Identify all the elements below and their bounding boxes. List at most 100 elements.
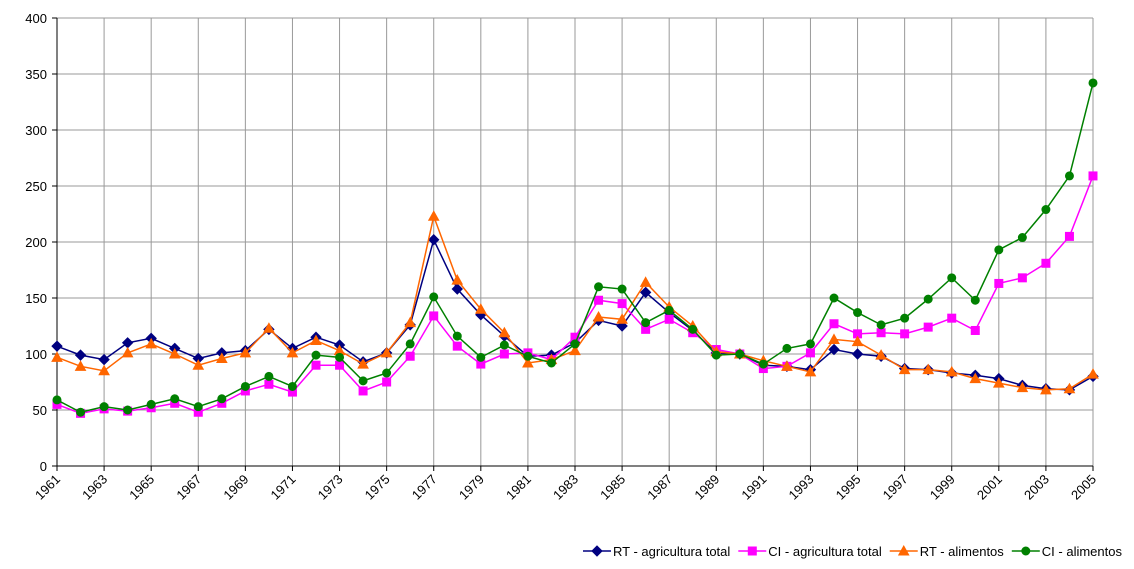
- marker: [74, 360, 87, 371]
- marker: [286, 346, 299, 358]
- marker: [145, 337, 158, 349]
- marker: [358, 376, 368, 386]
- x-tick-label: 1995: [833, 472, 864, 503]
- marker: [287, 381, 297, 391]
- marker: [851, 335, 864, 347]
- marker: [969, 372, 982, 384]
- x-tick-label: 1977: [409, 472, 440, 503]
- marker: [498, 326, 511, 338]
- marker: [923, 294, 933, 304]
- marker: [1064, 231, 1074, 241]
- marker: [970, 295, 980, 305]
- marker: [782, 343, 792, 353]
- marker: [851, 348, 864, 360]
- y-tick-label: 50: [33, 403, 47, 418]
- marker: [474, 303, 487, 314]
- marker: [1041, 258, 1051, 268]
- marker: [193, 402, 203, 412]
- marker: [1088, 171, 1098, 181]
- marker: [875, 349, 887, 360]
- marker: [99, 402, 109, 412]
- x-tick-label: 1979: [456, 472, 487, 503]
- marker: [688, 324, 698, 334]
- marker: [1021, 546, 1031, 556]
- x-tick-label: 1999: [927, 472, 958, 503]
- marker: [1064, 171, 1074, 181]
- x-tick-label: 1985: [597, 472, 628, 503]
- marker: [994, 245, 1004, 255]
- marker: [616, 313, 628, 324]
- marker: [594, 282, 604, 292]
- marker: [805, 348, 815, 358]
- marker: [310, 334, 322, 346]
- x-tick-label: 1973: [315, 472, 346, 503]
- y-tick-label: 250: [25, 179, 47, 194]
- x-tick-label: 1975: [362, 472, 393, 503]
- marker: [263, 322, 275, 333]
- marker: [617, 284, 627, 294]
- marker: [970, 325, 980, 335]
- marker: [1088, 78, 1098, 88]
- marker: [476, 352, 486, 362]
- marker: [51, 340, 63, 352]
- marker: [451, 283, 463, 295]
- marker: [594, 295, 604, 305]
- legend-label: RT - alimentos: [920, 544, 1005, 559]
- y-tick-label: 150: [25, 291, 47, 306]
- marker: [121, 346, 134, 358]
- marker: [264, 371, 274, 381]
- y-tick-label: 300: [25, 123, 47, 138]
- marker: [1016, 381, 1029, 393]
- marker: [404, 316, 417, 328]
- marker: [239, 346, 252, 358]
- marker: [617, 299, 627, 309]
- legend-label: CI - alimentos: [1042, 544, 1123, 559]
- marker: [358, 386, 368, 396]
- y-tick-label: 350: [25, 67, 47, 82]
- marker: [592, 311, 605, 322]
- marker: [146, 399, 156, 409]
- x-tick-label: 1961: [32, 472, 63, 503]
- marker: [427, 210, 440, 221]
- marker: [900, 313, 910, 323]
- marker: [947, 273, 957, 283]
- marker: [428, 234, 440, 246]
- x-tick-label: 2005: [1068, 472, 1099, 503]
- x-tick-label: 1971: [268, 472, 299, 503]
- marker: [804, 365, 817, 377]
- x-tick-label: 2003: [1021, 472, 1052, 503]
- x-tick-label: 1965: [126, 472, 157, 503]
- marker: [121, 337, 134, 349]
- marker: [781, 360, 793, 371]
- marker: [947, 313, 957, 323]
- marker: [945, 365, 958, 377]
- marker: [1063, 382, 1076, 394]
- y-tick-label: 400: [25, 11, 47, 26]
- marker: [747, 546, 757, 556]
- marker: [382, 368, 392, 378]
- marker: [217, 394, 227, 404]
- marker: [311, 350, 321, 360]
- marker: [1017, 273, 1027, 283]
- x-tick-label: 1987: [644, 472, 675, 503]
- marker: [311, 360, 321, 370]
- marker: [853, 308, 863, 318]
- marker: [168, 347, 181, 359]
- marker: [591, 545, 603, 557]
- marker: [335, 352, 345, 362]
- marker: [992, 377, 1005, 388]
- marker: [52, 395, 62, 405]
- marker: [876, 328, 886, 338]
- x-tick-label: 1967: [173, 472, 204, 503]
- y-tick-label: 200: [25, 235, 47, 250]
- marker: [405, 339, 415, 349]
- marker: [546, 358, 556, 368]
- marker: [828, 333, 840, 344]
- marker: [639, 276, 652, 287]
- marker: [429, 311, 439, 321]
- marker: [1017, 233, 1027, 243]
- x-tick-label: 1981: [503, 472, 534, 503]
- marker: [711, 350, 721, 360]
- marker: [735, 349, 745, 359]
